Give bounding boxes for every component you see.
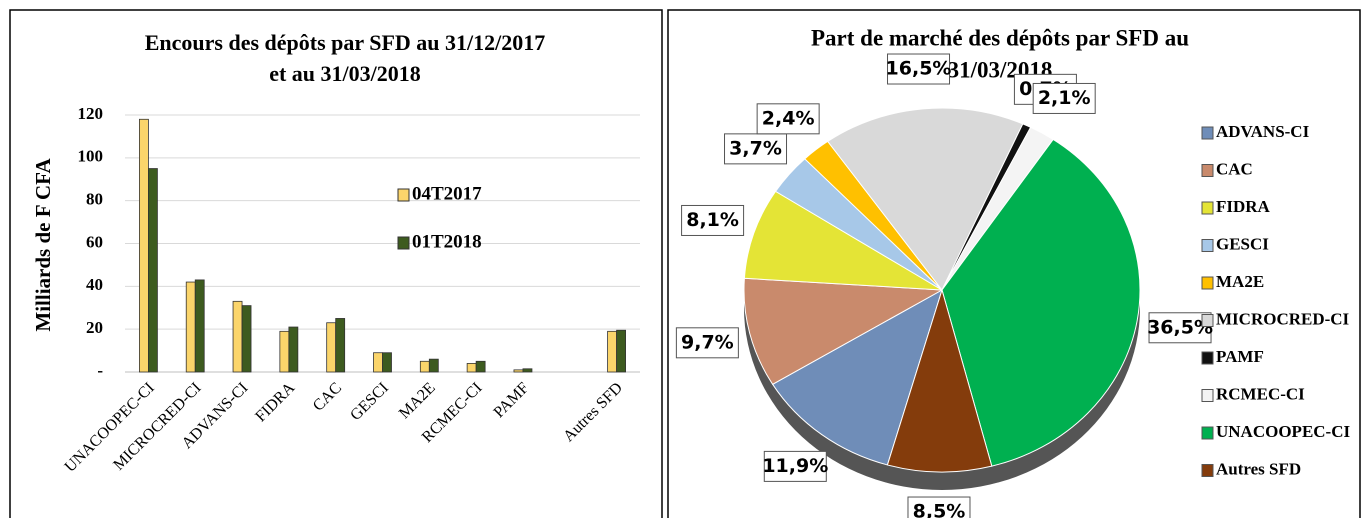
- bar: [288, 326, 299, 373]
- data-label-text: 8,1%: [686, 209, 739, 231]
- x-tick-label: GESCI: [347, 379, 392, 424]
- y-tick-label: 20: [86, 318, 103, 337]
- legend-label: MICROCRED-CI: [1216, 309, 1350, 328]
- label-box: [1032, 82, 1096, 114]
- pie-panel: [667, 9, 1361, 523]
- pie-slice: [771, 288, 943, 466]
- data-label: 16,5%: [886, 53, 952, 85]
- data-label: 3,7%: [724, 133, 788, 165]
- legend-swatch: [1201, 314, 1214, 327]
- label-box: [763, 450, 827, 482]
- pie-slice: [743, 277, 944, 385]
- legend-label: Autres SFD: [1216, 459, 1301, 478]
- data-label-text: 11,9%: [762, 455, 828, 477]
- data-label-text: 16,5%: [886, 58, 952, 80]
- y-tick-label: 120: [78, 104, 104, 123]
- label-box: [887, 53, 951, 85]
- pie-slice: [827, 107, 1024, 291]
- data-label: 2,4%: [756, 103, 820, 135]
- y-tick-label: 100: [78, 147, 104, 166]
- pie-slice: [886, 288, 993, 473]
- label-box: [756, 103, 820, 135]
- y-axis-label: Milliards de F CFA: [31, 158, 55, 332]
- legend-swatch: [1201, 239, 1214, 252]
- bar: [475, 360, 486, 373]
- legend-swatch: [1201, 201, 1214, 215]
- bar-title: Encours des dépôts par SFD au 31/12/2017: [145, 30, 546, 55]
- legend-label: 04T2017: [412, 183, 482, 204]
- legend-label: CAC: [1216, 159, 1253, 178]
- y-tick-label: 60: [86, 232, 103, 251]
- legend-swatch: [1201, 464, 1214, 477]
- pie-slice: [941, 138, 1141, 467]
- bar: [326, 322, 337, 373]
- legend-label: GESCI: [1216, 234, 1269, 253]
- data-label-text: 2,4%: [762, 107, 815, 129]
- x-tick-label: FIDRA: [252, 379, 298, 425]
- bar: [335, 318, 346, 373]
- pie-slice: [743, 190, 943, 291]
- x-tick-label: MICROCRED-CI: [110, 379, 204, 473]
- label-box: [681, 204, 745, 236]
- bar-panel: [9, 9, 663, 523]
- bar-title: et au 31/03/2018: [269, 61, 421, 86]
- data-label: 8,5%: [907, 496, 971, 523]
- legend-swatch: [397, 188, 410, 202]
- legend-swatch: [1201, 426, 1214, 440]
- bar: [185, 281, 196, 373]
- bar: [232, 300, 243, 373]
- legend-label: ADVANS-CI: [1216, 122, 1310, 141]
- data-label-text: 36,5%: [1147, 316, 1213, 338]
- legend-swatch: [1201, 351, 1214, 365]
- x-tick-label: CAC: [310, 379, 345, 414]
- bar: [522, 368, 533, 373]
- data-label-text: 8,5%: [913, 501, 966, 518]
- data-label: 9,7%: [675, 327, 739, 359]
- bar: [428, 358, 439, 373]
- bar: [194, 279, 205, 373]
- bar: [466, 363, 477, 373]
- bar: [419, 360, 430, 373]
- legend-swatch: [397, 236, 410, 250]
- x-tick-label: PAMF: [491, 379, 533, 421]
- bar: [382, 352, 392, 373]
- bar: [139, 118, 149, 373]
- bar: [616, 329, 626, 373]
- y-tick-label: 40: [86, 275, 103, 294]
- pie-title: Part de marché des dépôts par SFD au: [811, 25, 1189, 50]
- legend-label: MA2E: [1216, 272, 1264, 291]
- data-label-text: 9,7%: [681, 331, 734, 353]
- bar: [373, 352, 383, 373]
- legend-label: PAMF: [1216, 347, 1264, 366]
- legend-label: RCMEC-CI: [1216, 384, 1305, 403]
- legend-swatch: [1201, 126, 1214, 140]
- data-label: 8,1%: [681, 204, 745, 236]
- y-tick-label: -: [97, 361, 103, 380]
- legend-swatch: [1201, 389, 1214, 402]
- data-label: 11,9%: [762, 450, 828, 482]
- bar: [241, 305, 252, 373]
- bar: [279, 330, 290, 373]
- label-box: [1148, 312, 1212, 344]
- bar: [513, 369, 524, 373]
- data-label: 36,5%: [1147, 312, 1213, 344]
- y-tick-label: 80: [86, 190, 103, 209]
- legend-swatch: [1201, 164, 1214, 177]
- label-box: [675, 327, 739, 359]
- legend-swatch: [1201, 276, 1214, 290]
- legend-label: FIDRA: [1216, 197, 1271, 216]
- legend-label: UNACOOPEC-CI: [1216, 422, 1350, 441]
- data-label-text: 2,1%: [1038, 87, 1091, 109]
- bar: [607, 330, 617, 373]
- data-label-text: 3,7%: [729, 137, 782, 159]
- x-tick-label: Autres SFD: [560, 379, 626, 445]
- data-label: 2,1%: [1032, 82, 1096, 114]
- legend-label: 01T2018: [412, 231, 482, 252]
- x-tick-label: MA2E: [396, 379, 439, 422]
- bar: [148, 168, 158, 373]
- label-box: [724, 133, 788, 165]
